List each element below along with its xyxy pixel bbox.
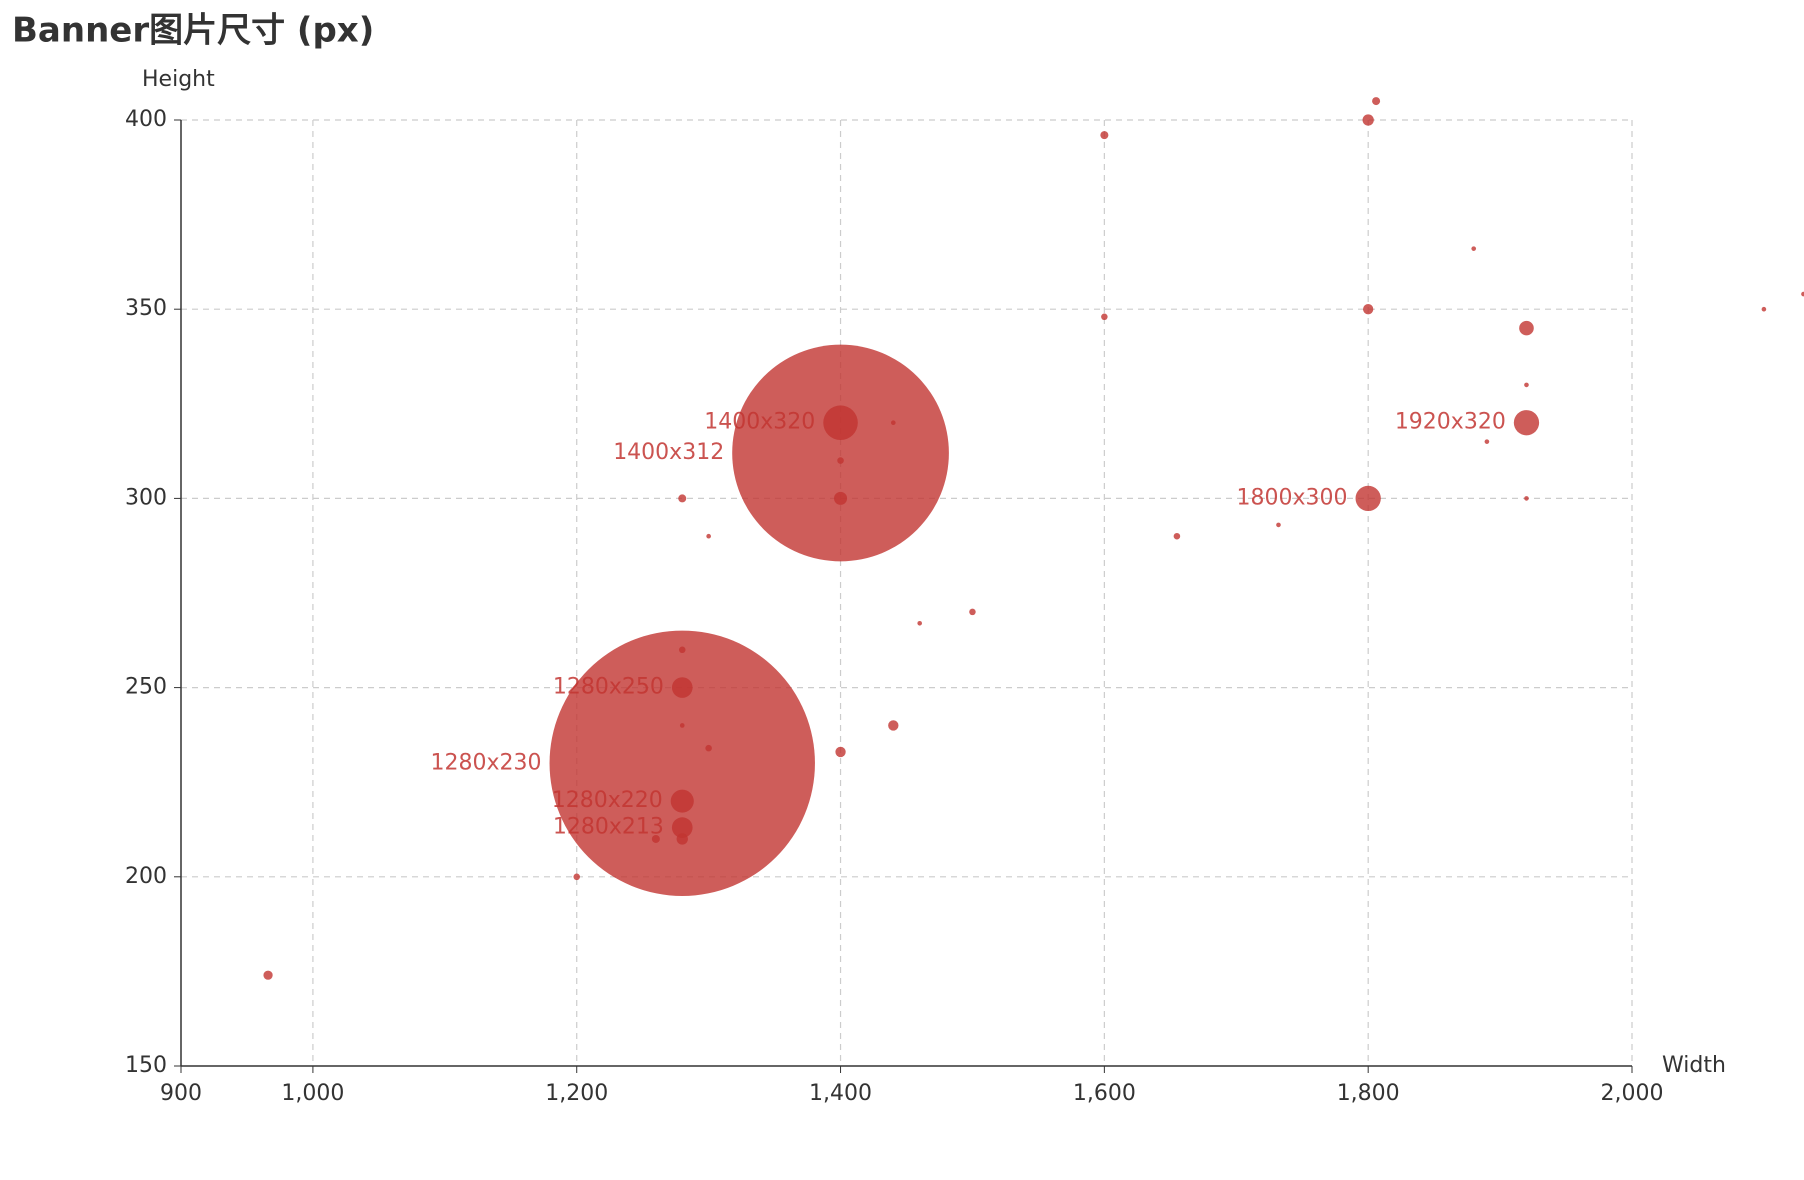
data-label: 1400x312	[613, 440, 724, 465]
bubble	[1524, 382, 1529, 388]
bubble	[890, 420, 896, 426]
bubble	[834, 491, 848, 505]
y-tick-label: 300	[125, 485, 167, 510]
bubble	[679, 723, 685, 728]
y-tick-label: 350	[125, 296, 167, 321]
bubble	[888, 720, 899, 731]
bubble	[678, 646, 686, 654]
bubble	[651, 834, 660, 843]
data-label: 1280x250	[553, 675, 664, 700]
bubble	[573, 873, 580, 881]
bubble	[835, 746, 846, 758]
bubble	[1100, 131, 1109, 140]
data-label: 1280x230	[431, 750, 542, 775]
bubble	[732, 344, 949, 562]
bubble	[1362, 114, 1374, 126]
bubble	[1372, 97, 1381, 106]
x-tick-label: 1,000	[281, 1081, 344, 1106]
x-tick-label: 1,200	[545, 1081, 608, 1106]
x-tick-label: 2,000	[1601, 1081, 1664, 1106]
y-tick-label: 250	[125, 675, 167, 700]
bubble	[1363, 304, 1374, 315]
bubble	[969, 608, 976, 616]
bubble	[706, 533, 711, 539]
y-tick-label: 400	[125, 107, 167, 132]
bubble	[705, 744, 712, 752]
bubble	[676, 833, 688, 845]
bubble	[1173, 532, 1181, 540]
data-label: 1280x213	[553, 815, 664, 840]
x-axis-label: Width	[1662, 1053, 1726, 1078]
bubble	[671, 817, 693, 838]
data-label: 1800x300	[1237, 485, 1348, 510]
data-label: 1400x320	[704, 410, 815, 435]
data-label: 1920x320	[1395, 410, 1506, 435]
bubble	[1276, 522, 1281, 528]
x-tick-label: 1,600	[1073, 1081, 1136, 1106]
y-tick-label: 150	[125, 1053, 167, 1078]
bubble	[1524, 496, 1529, 501]
bubble	[837, 457, 844, 464]
bubble	[678, 494, 687, 503]
x-tick-label: 1,800	[1337, 1081, 1400, 1106]
bubble	[670, 789, 694, 813]
x-tick-label: 1,400	[809, 1081, 872, 1106]
chart-title: Banner图片尺寸 (px)	[12, 11, 374, 51]
bubble	[1101, 313, 1108, 321]
bubble	[1513, 410, 1540, 436]
x-tick-label: 900	[160, 1081, 202, 1106]
bubble	[1801, 291, 1804, 297]
bubble	[1471, 246, 1477, 251]
y-tick-label: 200	[125, 864, 167, 889]
bubble	[549, 630, 815, 896]
bubble	[263, 970, 273, 980]
bubble	[1355, 485, 1381, 512]
y-axis-label: Height	[142, 67, 215, 92]
bubble	[1761, 306, 1767, 312]
bubble	[1484, 439, 1490, 444]
bubble	[917, 620, 923, 626]
bubble	[1519, 320, 1534, 336]
data-label: 1280x220	[552, 788, 663, 813]
